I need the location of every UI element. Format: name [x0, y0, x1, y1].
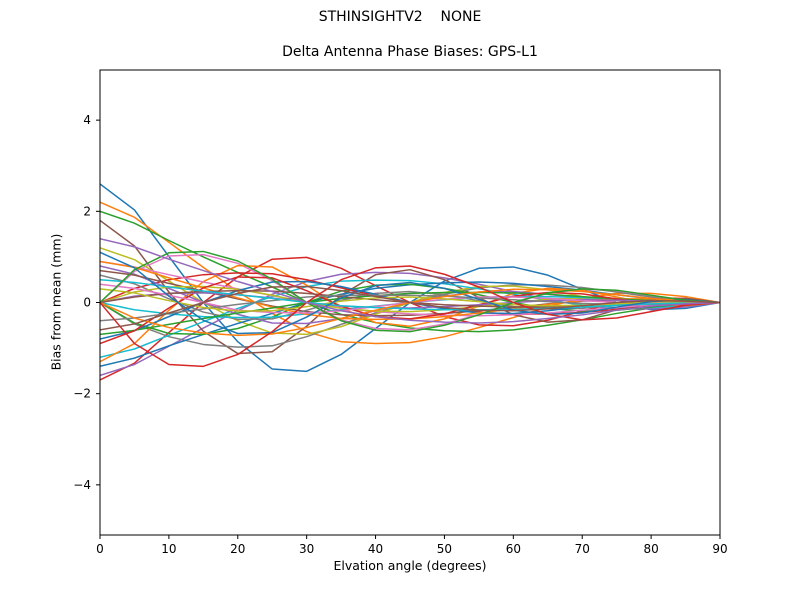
axes-title: Delta Antenna Phase Biases: GPS-L1: [282, 44, 538, 60]
series-line-line-24: [100, 276, 720, 345]
y-tick-label: 2: [83, 204, 91, 218]
axes-frame: [99, 69, 721, 536]
x-tick-label: 80: [643, 542, 658, 556]
x-tick-label: 90: [712, 542, 727, 556]
y-tick-label: 4: [83, 113, 91, 127]
series-line-line-03: [100, 210, 720, 333]
figure-suptitle: STHINSIGHTV2 NONE: [318, 9, 482, 25]
series-line-line-02: [100, 201, 720, 345]
x-axis-label: Elvation angle (degrees): [333, 558, 487, 573]
y-tick-label: −2: [73, 387, 91, 401]
x-tick-label: 40: [368, 542, 383, 556]
series-line-line-33: [100, 250, 720, 333]
x-tick-label: 20: [230, 542, 245, 556]
y-tick-label: −4: [73, 478, 91, 492]
x-tick-label: 70: [575, 542, 590, 556]
y-tick-label: 0: [83, 296, 91, 310]
series-line-line-34: [100, 265, 720, 368]
x-tick-label: 0: [96, 542, 104, 556]
series-line-line-35: [100, 237, 720, 324]
series-line-line-29: [100, 288, 720, 312]
x-tick-label: 30: [299, 542, 314, 556]
series-line-line-25: [100, 292, 720, 309]
x-tick-label: 50: [437, 542, 452, 556]
series-line-line-36: [100, 285, 720, 331]
series-line-line-30: [100, 278, 720, 311]
x-tick-label: 10: [161, 542, 176, 556]
x-tick-label: 60: [506, 542, 521, 556]
series-line-line-31: [100, 251, 720, 335]
